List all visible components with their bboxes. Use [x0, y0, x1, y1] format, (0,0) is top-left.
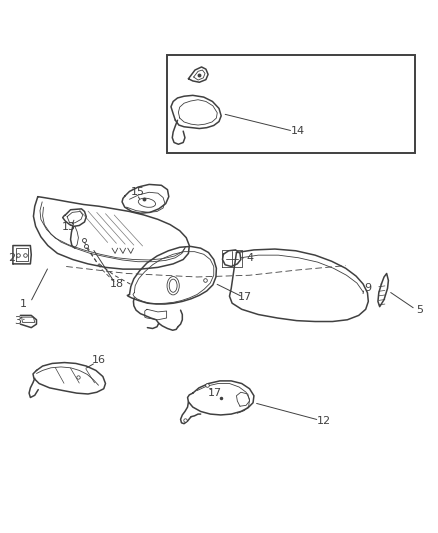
Text: 14: 14 — [290, 126, 305, 136]
Text: 13: 13 — [61, 222, 75, 232]
Text: 18: 18 — [110, 279, 124, 289]
Text: 17: 17 — [238, 292, 252, 302]
Text: 15: 15 — [131, 187, 145, 197]
Text: 3: 3 — [14, 316, 21, 326]
Bar — [166, 55, 416, 153]
Text: 12: 12 — [317, 416, 331, 426]
Text: 1: 1 — [20, 298, 27, 309]
Text: 16: 16 — [92, 356, 106, 365]
Text: 4: 4 — [246, 253, 253, 263]
Text: 5: 5 — [417, 305, 424, 315]
Text: 17: 17 — [208, 388, 222, 398]
Text: 2: 2 — [8, 253, 16, 263]
Text: 9: 9 — [364, 284, 371, 293]
